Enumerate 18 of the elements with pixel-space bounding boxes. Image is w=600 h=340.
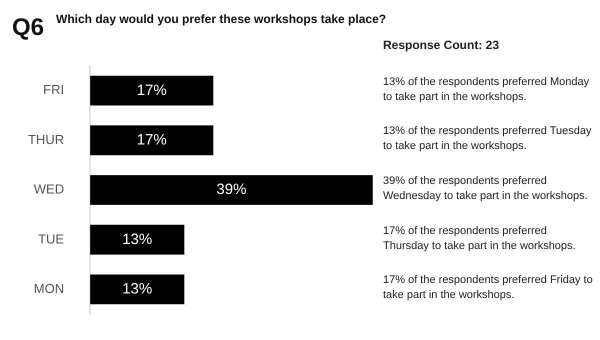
text: 13% of the respondents preferred Tuesday to take part in the workshops. <box>383 124 593 154</box>
data-label: 17% <box>136 131 167 148</box>
y-tick-label: FRI <box>43 82 64 98</box>
text: Response Count: 23 <box>383 38 500 53</box>
data-label: 39% <box>216 181 246 198</box>
y-tick-label: TUE <box>38 231 64 246</box>
text: 39% of the respondents preferred Wednesday to take part in the workshops. <box>383 174 589 204</box>
y-tick-label: THUR <box>28 132 64 147</box>
y-tick-label: MON <box>34 280 64 296</box>
text: 17% of the respondents preferred Friday to take part in the workshops. <box>383 273 593 304</box>
text: 17% of the respondents preferred Thursday to take part in the workshops. <box>383 224 577 254</box>
data-label: 13% <box>122 280 152 298</box>
y-tick-label: WED <box>34 182 64 197</box>
chart-subtitle: Which day would you prefer these workshops take place? <box>56 12 386 26</box>
chart-title: Q6 <box>12 14 44 42</box>
data-label: 17% <box>136 82 167 99</box>
text: 13% of the respondents preferred Monday to take part in the workshops. <box>383 74 590 105</box>
data-label: 13% <box>122 230 152 248</box>
